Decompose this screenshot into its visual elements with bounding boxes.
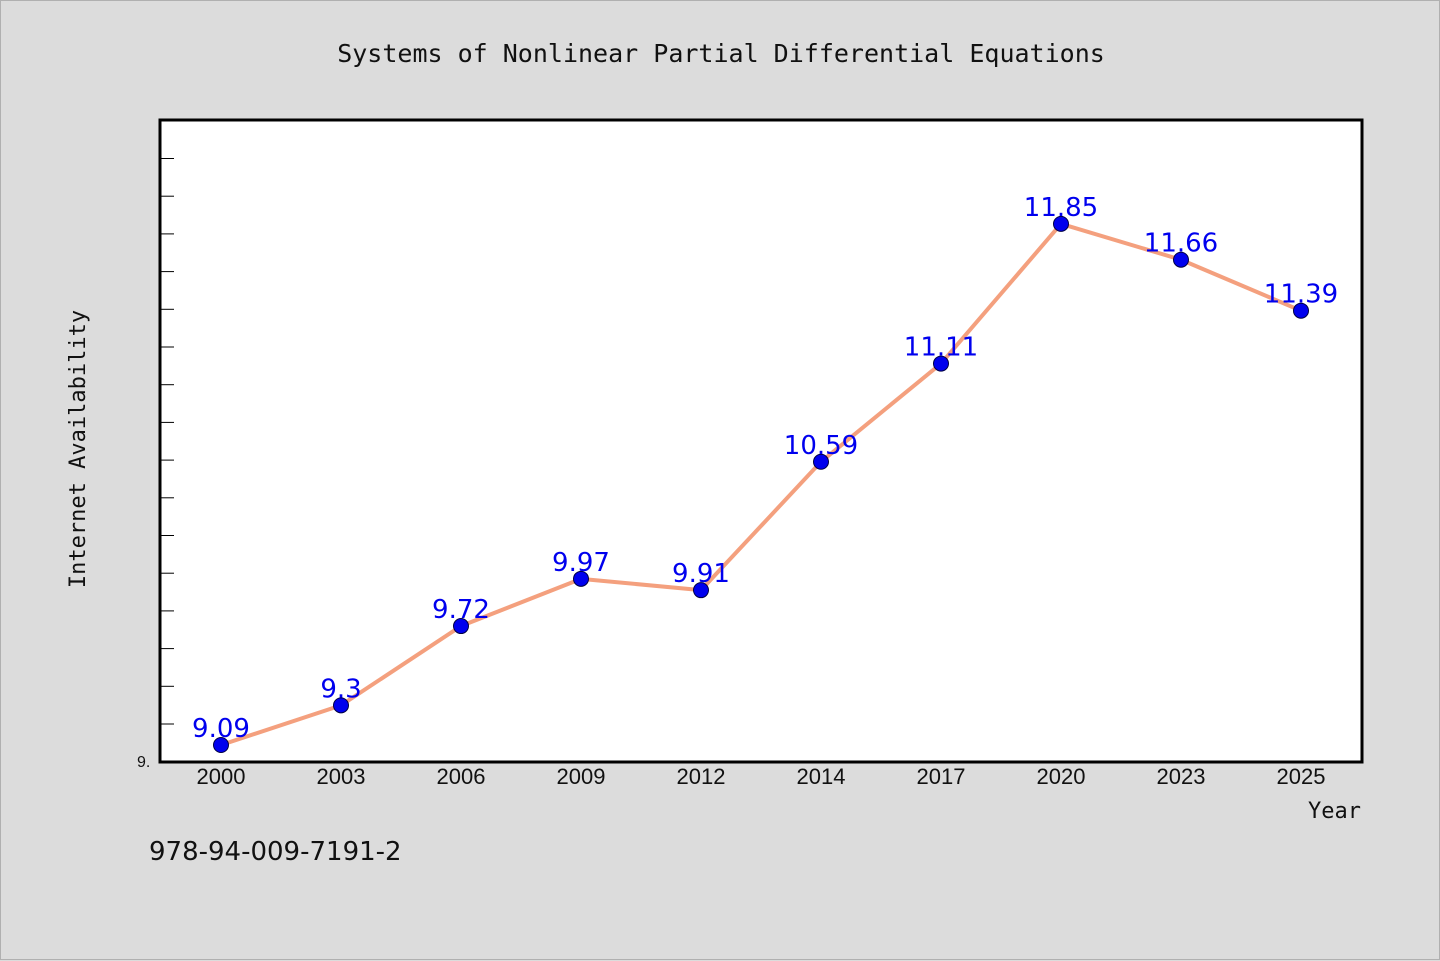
data-label: 11.66 [1144,229,1218,259]
y-axis-ticks [160,158,174,725]
plot-area [158,118,1364,764]
series-line [220,221,1302,747]
x-axis-ticks: 2000 2003 2006 2009 2012 2014 2017 2020 2023 2025 [197,764,1326,789]
data-point [1293,302,1309,319]
x-tick-label: 2020 [1037,764,1086,789]
data-labels: 9.09 9.3 9.72 9.97 9.91 10.59 11.11 11.85 11.66 1… [192,193,1338,744]
data-label: 9.72 [432,595,490,625]
x-tick-label: 2023 [1157,764,1206,789]
y-axis-label: Internet Availability [66,310,91,588]
data-label: 10.59 [784,431,858,461]
data-label: 9.09 [192,714,250,744]
data-point [453,618,469,635]
data-point [573,570,589,587]
x-tick-label: 2000 [197,764,246,789]
data-label: 11.85 [1024,193,1098,223]
data-point [1173,251,1189,268]
data-label: 9.3 [320,674,361,704]
data-point [1053,215,1069,232]
data-point [693,582,709,599]
footer-code: 978-94-009-7191-2 [149,837,402,867]
data-markers [213,215,1309,754]
x-tick-label: 2014 [797,764,846,789]
x-axis-label: Year [1308,799,1361,824]
x-tick-label: 2009 [557,764,606,789]
data-label: 11.11 [904,333,978,363]
x-tick-label: 2006 [437,764,486,789]
y-tick-label: 9. [137,754,150,771]
data-point [933,355,949,372]
data-label: 11.39 [1264,280,1338,310]
data-point [333,697,349,714]
x-tick-label: 2003 [317,764,366,789]
x-tick-label: 2012 [677,764,726,789]
chart-title: Systems of Nonlinear Partial Differentia… [337,39,1105,68]
data-point [213,737,229,754]
data-label: 9.97 [552,548,610,578]
x-tick-label: 2017 [917,764,966,789]
x-tick-label: 2025 [1277,764,1326,789]
data-point [813,453,829,470]
data-label: 9.91 [672,559,730,589]
